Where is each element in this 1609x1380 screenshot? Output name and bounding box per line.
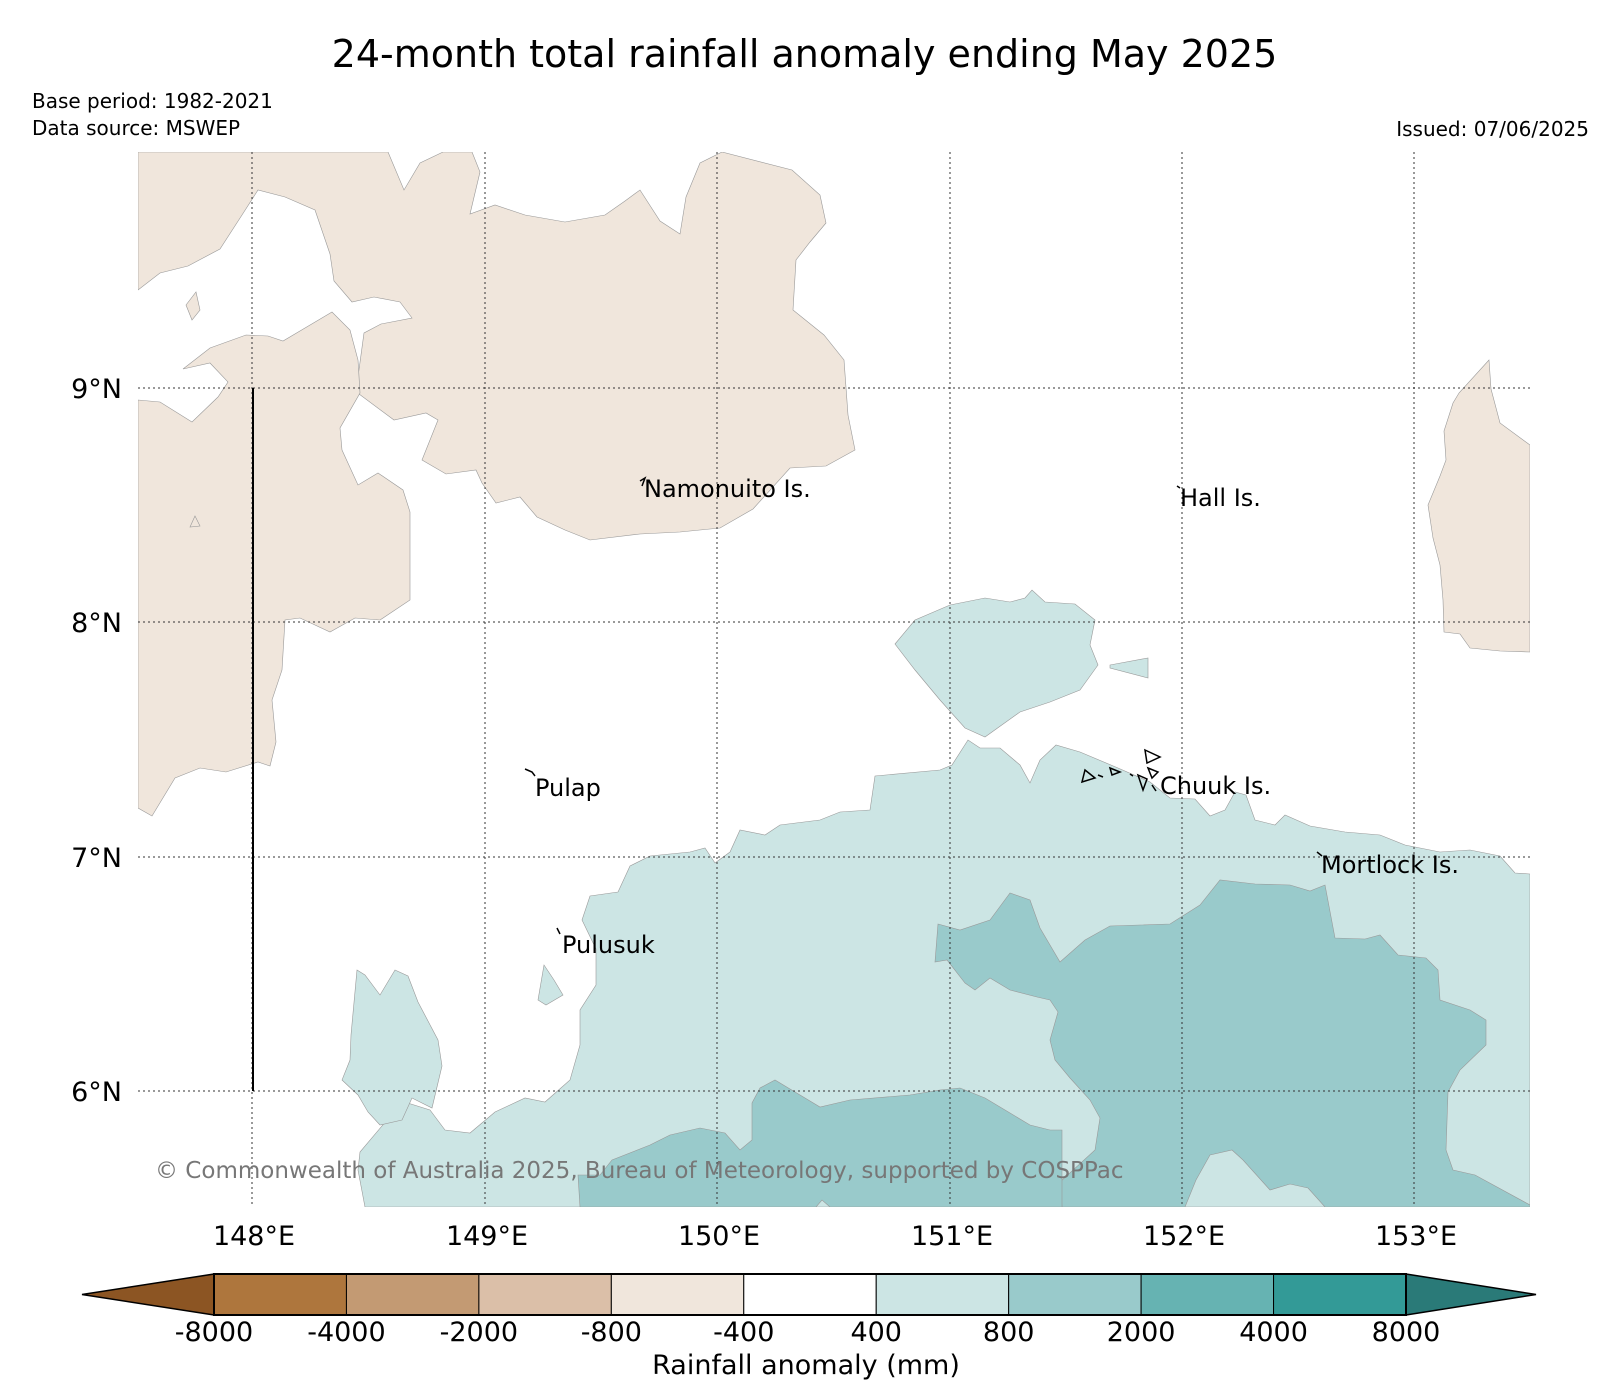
colorbar-tick-label: 2000 (1107, 1317, 1176, 1348)
colorbar-segment (345, 1273, 480, 1316)
label-pulap: Pulap (535, 774, 601, 802)
copyright-notice: © Commonwealth of Australia 2025, Bureau… (155, 1158, 1124, 1184)
colorbar-frame (213, 1273, 1407, 1316)
colorbar-segment (213, 1273, 347, 1316)
dry-region-west-lobe (138, 311, 411, 817)
colorbar-tick-label: -8000 (175, 1317, 253, 1348)
colorbar-tick-label: 4000 (1239, 1317, 1308, 1348)
colorbar-title: Rainfall anomaly (mm) (652, 1350, 960, 1380)
island-pulap (524, 768, 536, 777)
lon-label-153: 153°E (1375, 1221, 1457, 1252)
colorbar-segment (478, 1273, 612, 1316)
colorbar-segment (1140, 1273, 1275, 1316)
dry-region-northwest (138, 152, 856, 541)
colorbar-segment (1008, 1273, 1142, 1316)
lon-label-152: 152°E (1143, 1221, 1225, 1252)
colorbar-segment (610, 1273, 745, 1316)
colorbar-tick-label: -2000 (440, 1317, 518, 1348)
label-mortlock: Mortlock Is. (1321, 851, 1459, 879)
dry-islet-2 (189, 515, 201, 528)
label-namonuito: Namonuito Is. (644, 475, 811, 503)
label-hall: Hall Is. (1180, 484, 1261, 512)
colorbar-tick-label: 400 (850, 1317, 902, 1348)
island-namonuito (639, 476, 647, 487)
island-hall (1176, 485, 1181, 489)
wet-region-west-lobe (341, 969, 443, 1126)
colorbar-tick-label: -800 (581, 1317, 642, 1348)
colorbar-extend-high (1405, 1273, 1537, 1316)
strong-wet-anomaly-regions (577, 879, 1530, 1207)
lat-label-7: 7°N (71, 843, 122, 874)
lon-label-149: 149°E (446, 1221, 528, 1252)
label-chuuk: Chuuk Is. (1160, 772, 1271, 800)
issued-date: Issued: 07/06/2025 (1396, 117, 1589, 141)
dry-anomaly-regions (138, 152, 1530, 817)
lat-label-9: 9°N (71, 374, 122, 405)
lon-label-150: 150°E (678, 1221, 760, 1252)
lat-label-6: 6°N (71, 1077, 122, 1108)
dry-region-east (1427, 359, 1530, 653)
strong-wet-east (934, 879, 1530, 1207)
colorbar-tick-label: 8000 (1372, 1317, 1441, 1348)
colorbar: -8000 -4000 -2000 -800 -400 400 800 2000 4000 800… (81, 1273, 1537, 1348)
strong-wet-south (577, 1079, 1063, 1207)
label-pulusuk: Pulusuk (562, 931, 655, 959)
graticule (138, 152, 1530, 1207)
map-area: Namonuito Is. Hall Is. Pulap Chuuk Is. M… (138, 152, 1530, 1207)
islands (524, 476, 1323, 935)
island-chuuk-group (1080, 748, 1162, 793)
island-mortlock (1316, 851, 1323, 857)
colorbar-tick-label: 800 (983, 1317, 1035, 1348)
island-pulusuk (556, 927, 561, 935)
colorbar-tick-label: -4000 (307, 1317, 385, 1348)
wet-islet-chuuk (1109, 657, 1149, 679)
map-title: 24-month total rainfall anomaly ending M… (331, 32, 1278, 76)
colorbar-segment (875, 1273, 1010, 1316)
base-period: Base period: 1982-2021 (32, 89, 273, 113)
wet-region-chuuk-north (894, 589, 1099, 738)
lon-label-148: 148°E (213, 1221, 295, 1252)
lon-label-151: 151°E (911, 1221, 993, 1252)
dry-islet-1 (185, 291, 201, 321)
wet-islet-pulusuk (537, 964, 564, 1006)
colorbar-segment (1273, 1273, 1407, 1316)
colorbar-tick-label: -400 (713, 1317, 774, 1348)
colorbar-segment (743, 1273, 877, 1316)
lat-label-8: 8°N (71, 608, 122, 639)
colorbar-extend-low (81, 1273, 215, 1316)
data-source: Data source: MSWEP (32, 116, 241, 140)
